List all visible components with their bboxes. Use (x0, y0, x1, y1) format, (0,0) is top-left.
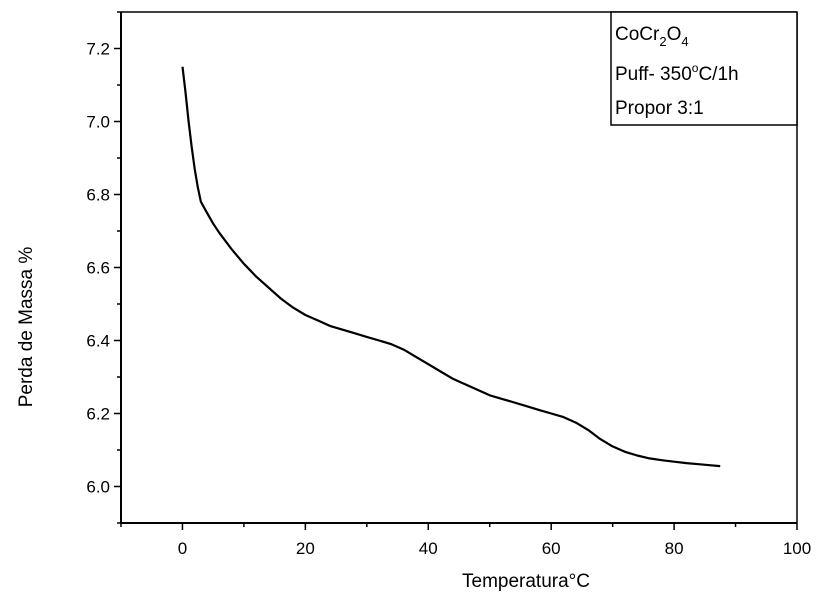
x-tick-label: 60 (542, 539, 561, 558)
x-tick-label: 20 (296, 539, 315, 558)
y-ticks: 6.0 6.2 6.4 6.6 6.8 7.0 7.2 (86, 11, 121, 524)
x-tick-label: 100 (783, 539, 811, 558)
y-axis-title: Perda de Massa % (16, 247, 37, 408)
x-axis-title: Temperatura°C (462, 571, 590, 592)
legend-frame (610, 11, 798, 126)
series-layer (181, 66, 721, 468)
series-line (181, 66, 721, 468)
y-tick-label: 7.0 (86, 113, 110, 132)
legend-line-treatment: Puff- 350oC/1h (615, 61, 739, 85)
y-tick-label: 6.2 (86, 405, 110, 424)
x-ticks: 0 20 40 60 80 100 (120, 523, 811, 558)
y-tick-label: 6.4 (86, 332, 110, 351)
x-tick-label: 40 (419, 539, 438, 558)
y-tick-label: 7.2 (86, 40, 110, 59)
x-tick-label: 0 (178, 539, 187, 558)
x-tick-label: 80 (665, 539, 684, 558)
legend-line-ratio: Propor 3:1 (615, 98, 704, 119)
y-tick-label: 6.8 (86, 186, 110, 205)
legend-line-compound: CoCr2O4 (615, 24, 689, 49)
y-tick-label: 6.6 (86, 259, 110, 278)
legend-box: CoCr2O4 Puff- 350oC/1h Propor 3:1 (610, 11, 798, 126)
y-tick-label: 6.0 (86, 478, 110, 497)
